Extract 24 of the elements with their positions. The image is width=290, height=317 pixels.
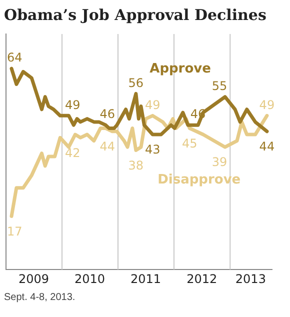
data-label: 64 bbox=[7, 50, 22, 65]
data-label: 42 bbox=[64, 146, 80, 160]
data-label: 44 bbox=[259, 140, 275, 154]
data-label: 43 bbox=[145, 142, 160, 157]
x-tick-label: 2012 bbox=[186, 272, 218, 286]
data-label: 38 bbox=[128, 158, 144, 172]
x-tick-label: 2011 bbox=[130, 272, 162, 286]
x-tick-label: 2009 bbox=[18, 272, 50, 286]
data-label: 39 bbox=[212, 155, 228, 170]
data-label: 17 bbox=[7, 224, 22, 238]
data-label: 49 bbox=[64, 98, 80, 112]
text: Disapprove bbox=[158, 172, 241, 188]
data-label: 49 bbox=[145, 98, 160, 112]
text: Sept. 4-8, 2013. bbox=[3, 291, 76, 303]
data-label: 55 bbox=[212, 78, 228, 93]
data-label: 44 bbox=[100, 140, 115, 154]
data-label: 49 bbox=[259, 98, 275, 112]
x-tick-label: 2010 bbox=[74, 272, 106, 286]
series-label: Approve bbox=[150, 62, 212, 77]
chart-title: Obama’s Job Approval Declines bbox=[3, 5, 268, 26]
data-label: 46 bbox=[100, 107, 115, 122]
x-tick-label: 2013 bbox=[235, 272, 266, 286]
data-label: 45 bbox=[182, 136, 198, 150]
data-label: 56 bbox=[128, 76, 144, 90]
